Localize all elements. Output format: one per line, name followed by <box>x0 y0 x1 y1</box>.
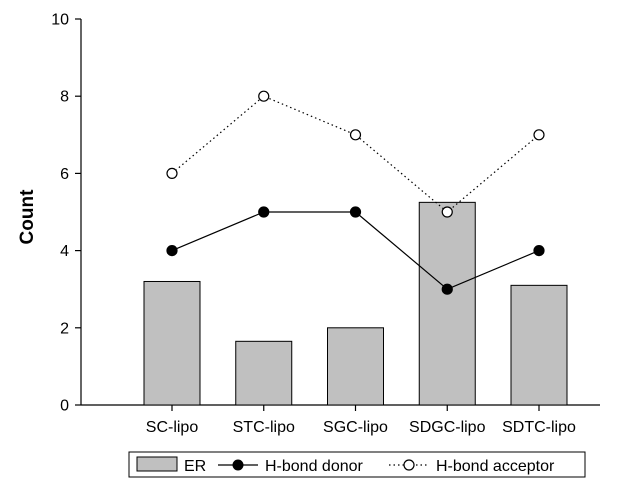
tick-labels: 0 2 4 6 8 10 SC-lipo STC-lipo SGC-lipo SDGC-lipo S… <box>51 12 576 437</box>
point-h-bond-acceptor <box>533 129 545 141</box>
point-h-bond-donor <box>258 206 270 218</box>
y-tick-label: 10 <box>51 12 69 29</box>
series-lines <box>166 90 545 295</box>
point-h-bond-donor <box>441 283 453 295</box>
x-tick-label: SGC-lipo <box>323 419 388 436</box>
bars <box>143 201 568 406</box>
line-h-bond-donor <box>171 211 540 290</box>
x-tick-label: STC-lipo <box>233 419 295 436</box>
point-h-bond-acceptor <box>349 129 362 141</box>
point-h-bond-acceptor <box>166 167 178 179</box>
bar-er <box>510 284 568 406</box>
bar-er <box>327 327 384 406</box>
bar-er <box>235 340 293 406</box>
legend-swatch-er <box>136 456 178 472</box>
y-axis-title: Count <box>17 189 38 245</box>
line-h-bond-acceptor <box>171 95 540 213</box>
point-h-bond-donor <box>349 206 362 218</box>
y-tick-label: 8 <box>60 89 69 106</box>
legend-label-h-bond-donor: H-bond donor <box>265 458 364 475</box>
x-tick-label: SDGC-lipo <box>409 419 486 436</box>
legend-label-h-bond-acceptor: H-bond acceptor <box>436 458 555 475</box>
legend-marker-h-bond-acceptor <box>403 459 415 471</box>
x-tick-label: SDTC-lipo <box>502 419 576 436</box>
x-tick-label: SC-lipo <box>146 419 199 436</box>
bar-er <box>143 280 201 406</box>
point-h-bond-acceptor <box>441 206 453 218</box>
y-tick-label: 0 <box>60 398 69 415</box>
y-tick-label: 2 <box>60 320 69 337</box>
point-h-bond-donor <box>533 245 545 257</box>
y-tick-label: 6 <box>60 166 69 183</box>
legend-box <box>128 451 586 478</box>
bar-er <box>418 201 476 406</box>
legend: ER H-bond donor H-bond acceptor <box>128 451 586 478</box>
point-h-bond-donor <box>166 245 178 257</box>
y-tick-label: 4 <box>60 243 69 260</box>
legend-marker-h-bond-donor <box>232 459 244 471</box>
legend-label-er: ER <box>184 458 206 475</box>
point-h-bond-acceptor <box>258 90 270 102</box>
